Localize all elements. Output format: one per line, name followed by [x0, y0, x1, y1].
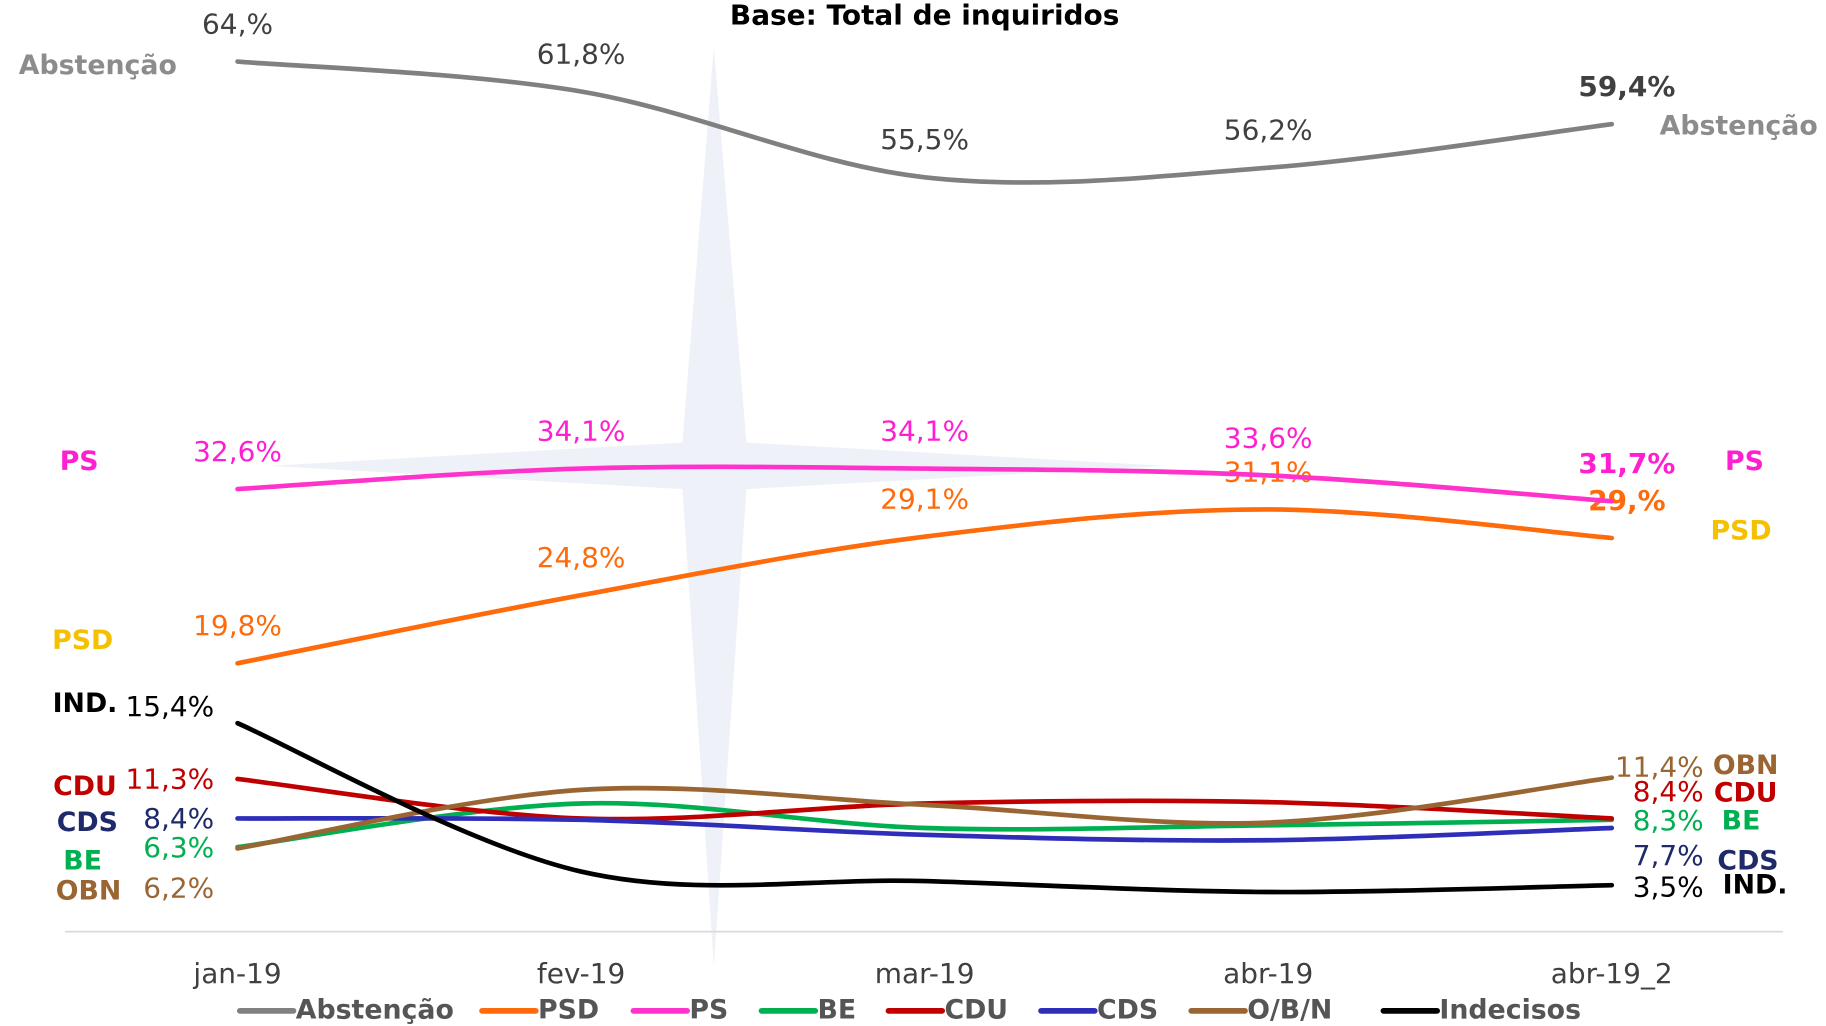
value-label: 8,3% — [1633, 804, 1704, 837]
value-label: 34,1% — [880, 414, 969, 447]
value-label: 7,7% — [1633, 839, 1704, 872]
value-label: 32,6% — [193, 435, 282, 468]
series-side-label: CDU — [1714, 778, 1778, 809]
legend-label: PS — [689, 994, 728, 1025]
x-tick-label: abr-19 — [1223, 957, 1313, 990]
x-tick-label: mar-19 — [875, 957, 975, 990]
series-side-label: Abstenção — [1660, 110, 1818, 141]
legend-label: Indecisos — [1439, 994, 1581, 1025]
series-line — [235, 815, 1615, 843]
series-side-label: PSD — [1710, 516, 1771, 547]
series-side-label: IND. — [53, 688, 118, 719]
series-line — [235, 776, 1615, 822]
series-side-label: PS — [60, 446, 99, 477]
series-side-label: CDU — [53, 771, 117, 802]
x-tick-label: fev-19 — [537, 957, 625, 990]
series-side-label: CDS — [1717, 845, 1778, 876]
value-label: 6,3% — [143, 831, 214, 864]
value-label: 34,1% — [537, 414, 626, 447]
series-side-label: OBN — [1713, 750, 1779, 781]
x-tick-label: jan-19 — [192, 957, 281, 990]
value-label: 33,6% — [1224, 421, 1313, 454]
series-line — [235, 59, 1615, 185]
legend-label: Abstenção — [296, 994, 454, 1025]
x-tick-label: abr-19_2 — [1551, 957, 1673, 990]
legend-label: PSD — [538, 994, 599, 1025]
value-label: 64,% — [202, 7, 273, 40]
series-side-label: Abstenção — [19, 50, 177, 81]
series-line — [235, 507, 1615, 666]
value-label: 8,4% — [143, 802, 214, 835]
value-label: 55,5% — [880, 123, 969, 156]
value-label: 61,8% — [537, 37, 626, 70]
legend-label: CDU — [944, 994, 1008, 1025]
watermark — [268, 46, 1166, 967]
value-label: 31,7% — [1578, 447, 1675, 480]
value-label: 59,4% — [1578, 70, 1675, 103]
chart-title: Base: Total de inquiridos — [730, 0, 1119, 31]
value-label: 11,4% — [1615, 751, 1704, 784]
series-line — [235, 720, 1615, 895]
value-label: 24,8% — [537, 541, 626, 574]
legend-label: O/B/N — [1247, 994, 1332, 1025]
series-side-label: OBN — [56, 876, 122, 907]
series-line — [235, 800, 1615, 850]
value-label: 15,4% — [125, 690, 214, 723]
series-side-label: CDS — [57, 807, 118, 838]
series-side-label: BE — [1722, 806, 1761, 837]
series-side-label: IND. — [1723, 870, 1788, 901]
series-side-label: PS — [1725, 446, 1764, 477]
value-label: 29,1% — [880, 483, 969, 516]
value-label: 11,3% — [125, 762, 214, 795]
value-label: 3,5% — [1633, 871, 1704, 904]
series-side-label: PSD — [52, 625, 113, 656]
legend-label: BE — [818, 994, 857, 1025]
series-side-label: BE — [63, 845, 102, 876]
value-label: 8,4% — [1633, 775, 1704, 808]
series-line — [235, 464, 1615, 504]
legend-label: CDS — [1097, 994, 1158, 1025]
value-label: 56,2% — [1224, 114, 1313, 147]
series-line — [235, 775, 1615, 851]
value-label: 19,8% — [193, 609, 282, 642]
value-label: 6,2% — [143, 872, 214, 905]
